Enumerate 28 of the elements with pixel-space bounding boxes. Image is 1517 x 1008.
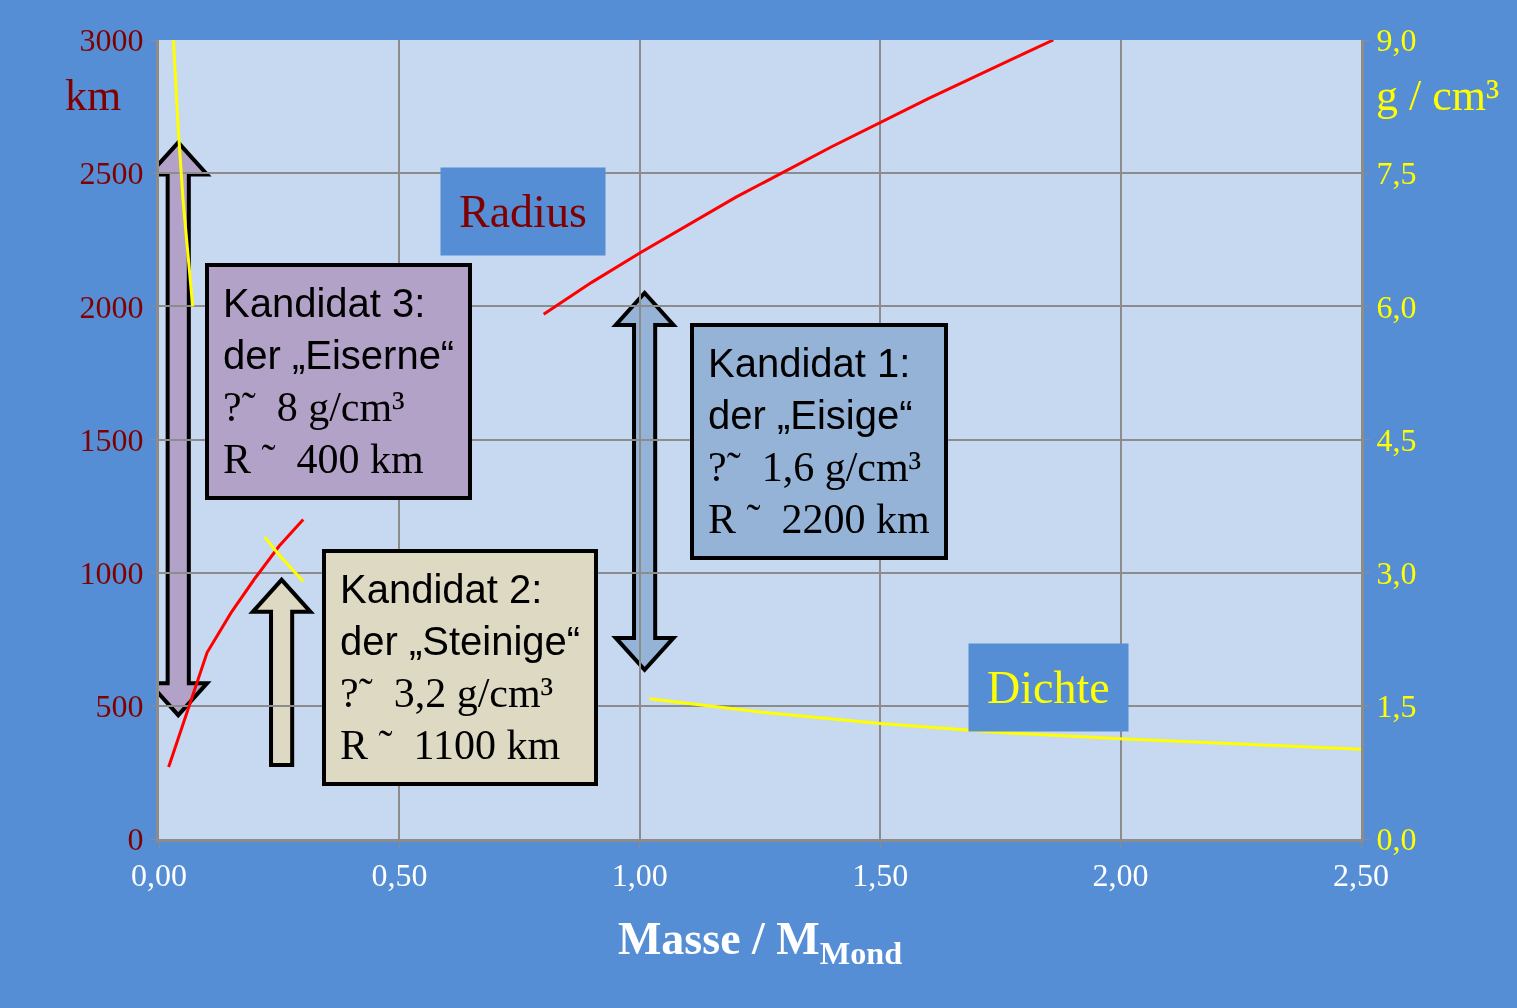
x-tick-label: 0,50: [371, 857, 428, 894]
y2-axis-title: g / cm³: [1376, 71, 1500, 120]
y2-tick-label: 1,5: [1376, 688, 1417, 725]
y-tick-label: 1000: [79, 554, 144, 591]
y2-tick-label: 7,5: [1376, 155, 1417, 192]
y-tick-label: 0: [127, 821, 144, 858]
series-label: Radius: [459, 186, 587, 237]
y2-tick-label: 9,0: [1376, 22, 1417, 59]
annotation: Kandidat 1: der „Eisige“ ?˜ 1,6 g/cm³ R ˜ 2200 km: [708, 341, 930, 542]
x-tick-label: 1,00: [611, 857, 668, 894]
x-tick-label: 1,50: [852, 857, 909, 894]
y2-tick-label: 3,0: [1376, 554, 1417, 591]
y-tick-label: 3000: [79, 22, 144, 59]
y2-tick-label: 6,0: [1376, 288, 1417, 325]
annotation: Kandidat 3: der „Eiserne“ ?˜ 8 g/cm³ R ˜ 400 km: [223, 281, 455, 482]
y-tick-label: 500: [95, 688, 144, 725]
x-tick-label: 0,00: [131, 857, 187, 894]
y-axis-title: km: [65, 71, 122, 120]
x-tick-label: 2,50: [1333, 857, 1389, 894]
x-axis-title: Masse / M$_{Mond}$: [617, 913, 903, 971]
x-tick-label: 2,00: [1092, 857, 1149, 894]
y2-tick-label: 0,0: [1376, 821, 1417, 858]
series-label: Dichte: [987, 662, 1110, 713]
y2-tick-label: 4,5: [1376, 421, 1417, 458]
y-tick-label: 2500: [79, 155, 144, 192]
y-tick-label: 2000: [79, 288, 144, 325]
y-tick-label: 1500: [79, 421, 144, 458]
annotation: Kandidat 2: der „Steinige“ ?˜ 3,2 g/cm³ R ˜ 1100 km: [340, 567, 581, 768]
